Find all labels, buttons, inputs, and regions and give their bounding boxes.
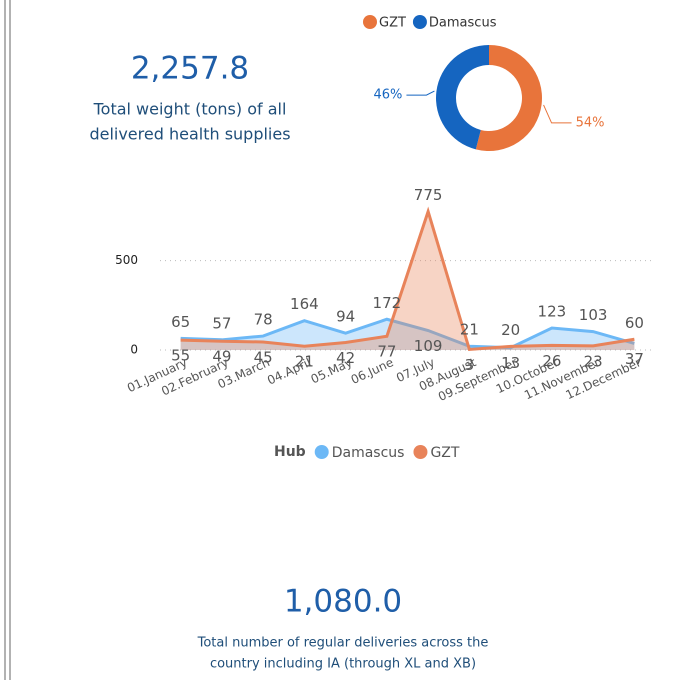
kpi-label: delivered health supplies: [89, 125, 290, 144]
data-label: 65: [171, 313, 190, 331]
kpi-label: country including IA (through XL and XB): [210, 657, 476, 672]
data-label: 78: [254, 311, 273, 329]
data-label: 109: [414, 337, 443, 355]
legend-swatch: [363, 15, 377, 29]
data-label: 55: [171, 347, 190, 365]
series-area: [180, 211, 635, 350]
data-label: 172: [373, 294, 402, 312]
data-label: 49: [212, 348, 231, 366]
legend-title: Hub: [274, 444, 306, 460]
data-label: 21: [295, 353, 314, 371]
data-label: 26: [542, 352, 561, 370]
series-area: [180, 319, 635, 350]
data-label: 45: [254, 348, 273, 366]
legend-label: Damascus: [332, 445, 405, 461]
series-line: [180, 206, 635, 352]
data-label: 46%: [374, 88, 403, 103]
data-label: 103: [579, 306, 608, 324]
donut-slice: [475, 45, 542, 151]
leader-line: [543, 104, 572, 124]
data-label: 37: [625, 350, 644, 368]
data-label: 77: [377, 343, 396, 361]
data-label: 54%: [576, 115, 605, 130]
data-label: 21: [460, 321, 479, 339]
data-label: 20: [501, 321, 520, 339]
data-label: 42: [336, 349, 355, 367]
y-tick-label: 500: [115, 253, 138, 267]
data-label: 3: [465, 356, 475, 374]
legend-swatch: [412, 15, 427, 29]
kpi-label: Total weight (tons) of all: [93, 100, 287, 119]
legend-swatch: [413, 445, 428, 459]
legend-label: GZT: [379, 16, 406, 31]
legend-swatch: [314, 445, 329, 459]
y-tick-label: 0: [130, 343, 138, 357]
kpi-value: 1,080.0: [284, 584, 402, 620]
series-line: [180, 317, 635, 350]
donut-slice: [435, 45, 489, 150]
data-label: 13: [501, 354, 520, 372]
data-label: 60: [625, 314, 644, 332]
kpi-value: 2,257.8: [131, 51, 249, 87]
data-label: 123: [538, 303, 567, 321]
data-label: 57: [212, 314, 231, 332]
leader-line: [406, 90, 435, 96]
data-label: 775: [414, 186, 443, 204]
data-label: 23: [584, 352, 603, 370]
data-label: 164: [290, 295, 319, 313]
data-label: 94: [336, 308, 355, 326]
kpi-label: Total number of regular deliveries acros…: [197, 636, 489, 651]
legend-label: GZT: [430, 445, 459, 461]
legend-label: Damascus: [429, 16, 497, 31]
